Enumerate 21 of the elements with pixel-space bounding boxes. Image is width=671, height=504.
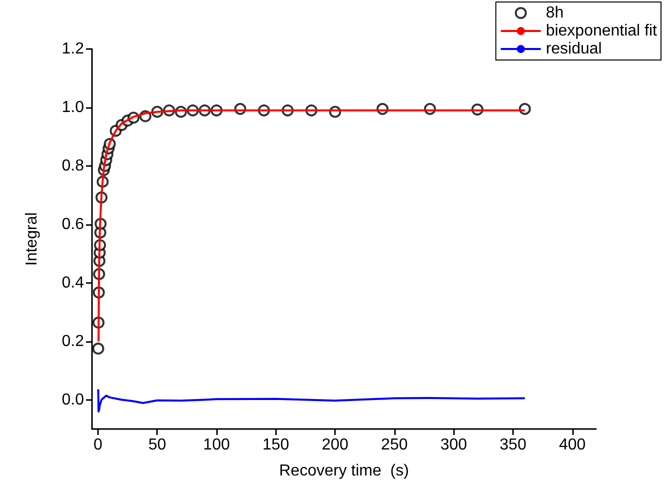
- x-tick-label: 150: [262, 436, 290, 454]
- y-tick-label: 0.0: [62, 391, 84, 408]
- x-tick-label: 0: [93, 436, 102, 454]
- x-axis-title: Recovery time (s): [279, 462, 409, 480]
- x-tick-label: 50: [148, 436, 166, 454]
- x-tick-label: 100: [203, 436, 230, 454]
- y-tick-label: 1.2: [62, 40, 84, 58]
- x-tick-label: 350: [500, 436, 526, 454]
- x-tick-label: 250: [381, 436, 408, 454]
- y-axis-title: Integral: [24, 212, 40, 266]
- x-tick-label: 400: [558, 436, 586, 454]
- y-tick-label: 0.8: [62, 157, 84, 174]
- y-tick-label: 0.4: [62, 274, 84, 292]
- legend-label: residual: [546, 40, 602, 58]
- y-tick-label: 0.6: [62, 216, 84, 233]
- legend-label: 8h: [546, 4, 564, 22]
- y-tick-label: 0.2: [62, 332, 84, 350]
- legend-label: biexponential fit: [546, 22, 658, 40]
- x-tick-label: 200: [322, 436, 349, 454]
- y-tick-label: 1.0: [62, 98, 84, 116]
- x-tick-label: 300: [440, 436, 468, 454]
